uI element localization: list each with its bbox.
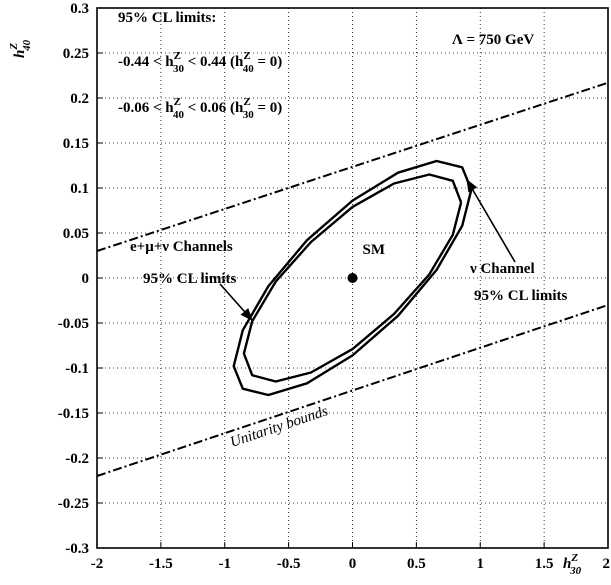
text-part: Z <box>8 43 20 51</box>
text-part: Z <box>174 50 181 62</box>
text-part: h <box>563 556 571 572</box>
y-tick-label: -0.25 <box>58 496 89 512</box>
text-part: Z <box>243 50 250 62</box>
annotation: 95% CL limits <box>474 288 568 304</box>
y-tick-label: 0.15 <box>63 136 89 152</box>
text-part: 30 <box>243 109 255 121</box>
y-tick-label: -0.2 <box>65 451 89 467</box>
x-tick-label: -1 <box>219 556 232 572</box>
y-tick-label: 0 <box>82 271 90 287</box>
x-axis-label: hZ 30 <box>563 552 582 577</box>
annotation: ν Channel <box>469 261 535 277</box>
annotation: 95% CL limits: <box>118 10 216 26</box>
x-tick-label: 1 <box>477 556 485 572</box>
x-tick-label: -0.5 <box>277 556 301 572</box>
annotation: e+μ+ν Channels <box>130 239 233 255</box>
text-part: h <box>12 50 28 58</box>
annotation: -0.06 < hZ 40 < 0.06 (hZ 30 = 0) <box>118 96 282 121</box>
text-part: = 0) <box>254 54 283 70</box>
x-tick-label: 2 <box>603 556 611 572</box>
y-tick-label: -0.3 <box>65 541 89 557</box>
x-tick-label: 0.5 <box>407 556 426 572</box>
annotation: -0.44 < hZ 30 < 0.44 (hZ 40 = 0) <box>118 50 282 75</box>
x-tick-label: -1.5 <box>149 556 173 572</box>
x-tick-label: 0 <box>349 556 357 572</box>
sm-point <box>347 273 358 283</box>
text-part: = 0) <box>254 100 283 116</box>
unitarity-bound <box>96 81 609 252</box>
text-part: 40 <box>21 39 33 52</box>
text-part: < 0.44 (h <box>184 54 244 70</box>
text-part: Z <box>243 96 250 108</box>
y-tick-label: -0.15 <box>58 406 89 422</box>
y-tick-label: 0.05 <box>63 226 89 242</box>
y-tick-label: -0.05 <box>58 316 89 332</box>
text-part: Z <box>570 552 578 564</box>
arrow <box>219 283 253 321</box>
text-part: -0.06 < h <box>118 100 174 116</box>
y-tick-label: 0.2 <box>70 91 89 107</box>
text-part: -0.44 < h <box>118 54 174 70</box>
text-part: 30 <box>173 63 185 75</box>
x-tick-label: -2 <box>91 556 104 572</box>
text-part: < 0.06 (h <box>184 100 244 116</box>
plot-frame <box>96 7 609 549</box>
annotation: Λ = 750 GeV <box>452 32 534 48</box>
annotation: 95% CL limits <box>143 271 237 287</box>
text-part: 40 <box>243 63 255 75</box>
unitarity-bound <box>96 304 609 477</box>
text-part: Z <box>174 96 181 108</box>
sm-label: SM <box>363 242 386 258</box>
text-part: 30 <box>569 565 582 577</box>
contour-line <box>242 173 463 383</box>
text-part: 40 <box>173 109 185 121</box>
x-tick-label: 1.5 <box>535 556 554 572</box>
arrow <box>466 178 516 263</box>
y-axis-label: hZ40 <box>8 39 33 58</box>
y-tick-label: 0.25 <box>63 46 89 62</box>
contour-line <box>232 159 473 397</box>
y-tick-label: 0.1 <box>70 181 89 197</box>
y-tick-label: -0.1 <box>65 361 89 377</box>
y-tick-label: 0.3 <box>70 1 89 17</box>
